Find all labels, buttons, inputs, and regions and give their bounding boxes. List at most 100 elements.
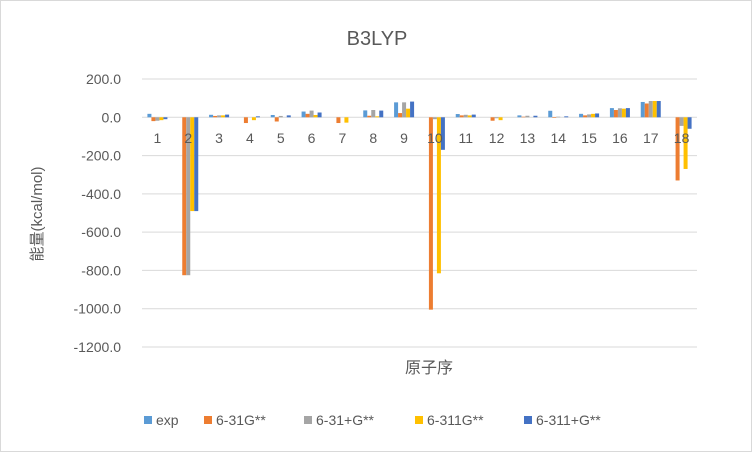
x-tick-label: 7	[339, 130, 347, 146]
bar	[186, 117, 191, 276]
bar	[225, 114, 230, 118]
bar	[406, 108, 411, 118]
bar	[317, 112, 322, 118]
bar	[251, 117, 256, 121]
bar	[194, 117, 199, 212]
bar	[344, 117, 349, 123]
legend-label: 6-311+G**	[536, 412, 601, 428]
y-tick-label: -1000.0	[74, 301, 122, 317]
bar	[679, 117, 684, 126]
legend-swatch	[204, 416, 212, 424]
bar	[243, 117, 248, 124]
bar	[455, 114, 460, 118]
bar	[517, 115, 522, 118]
x-tick-label: 5	[277, 130, 285, 146]
bar	[305, 113, 310, 118]
bar	[367, 115, 372, 118]
x-tick-labels: 1 2 3 4 5 6 7 8 9 10 11 12 13 14 15 16 17 18	[154, 130, 690, 146]
gridlines	[142, 78, 697, 348]
x-tick-label: 18	[674, 130, 690, 146]
bar	[591, 113, 596, 118]
bar	[274, 117, 279, 122]
bar	[432, 117, 437, 120]
y-tick-label: -600.0	[81, 224, 121, 240]
bar	[613, 110, 618, 118]
bar	[301, 111, 306, 118]
bar	[221, 115, 226, 118]
bar	[675, 117, 680, 181]
bar	[270, 114, 275, 118]
x-tick-label: 16	[612, 130, 628, 146]
x-tick-label: 4	[246, 130, 254, 146]
y-axis-title: 能量(kcal/mol)	[29, 166, 46, 261]
x-tick-label: 1	[154, 130, 162, 146]
bar	[609, 108, 614, 118]
bar	[644, 103, 649, 118]
bar	[552, 117, 557, 118]
bar	[595, 113, 600, 118]
bar	[402, 102, 407, 118]
legend-swatch	[304, 416, 312, 424]
bar	[410, 101, 415, 118]
x-tick-label: 12	[489, 130, 505, 146]
legend-label: 6-31G**	[216, 412, 266, 428]
x-tick-label: 15	[581, 130, 597, 146]
bar	[398, 113, 403, 118]
bar	[648, 101, 653, 118]
bar	[463, 114, 468, 118]
bar	[471, 114, 476, 118]
x-tick-label: 9	[400, 130, 408, 146]
bar	[533, 115, 538, 118]
legend: exp 6-31G** 6-31+G** 6-311G** 6-311+G**	[144, 412, 601, 428]
x-tick-label: 8	[369, 130, 377, 146]
bar	[494, 117, 499, 119]
legend-swatch	[524, 416, 532, 424]
bar	[375, 116, 380, 118]
bar	[147, 113, 152, 118]
bar	[209, 114, 214, 118]
x-tick-label: 13	[520, 130, 536, 146]
legend-label: 6-311G**	[427, 412, 484, 428]
legend-swatch	[415, 416, 423, 424]
bar	[687, 117, 692, 129]
bar	[640, 101, 645, 118]
bar	[371, 110, 376, 118]
bar	[217, 115, 222, 118]
bar	[182, 117, 187, 276]
bar	[656, 101, 661, 118]
bar	[621, 108, 626, 118]
y-tick-label: -400.0	[81, 186, 121, 202]
x-tick-label: 3	[215, 130, 223, 146]
x-axis-title: 原子序	[405, 359, 453, 377]
bar	[556, 116, 561, 118]
bar	[583, 115, 588, 118]
bar	[521, 116, 526, 118]
x-tick-label: 17	[643, 130, 659, 146]
bar	[255, 116, 260, 118]
y-tick-labels: 200.0 0.0 -200.0 -400.0 -600.0 -800.0 -1000.0 -…	[74, 71, 122, 355]
bar	[159, 117, 164, 121]
chart-title: B3LYP	[347, 28, 408, 50]
bar	[579, 113, 584, 118]
legend-label: 6-31+G**	[316, 412, 375, 428]
bar	[286, 115, 291, 118]
bar	[336, 117, 341, 124]
x-tick-label: 11	[458, 130, 473, 146]
bar	[363, 110, 368, 118]
legend-label: exp	[156, 412, 179, 428]
bar	[309, 110, 314, 118]
bar	[213, 115, 218, 118]
bar	[459, 115, 464, 118]
x-tick-label: 6	[308, 130, 316, 146]
y-tick-label: -1200.0	[74, 339, 122, 355]
bar	[490, 117, 495, 121]
bar	[467, 115, 472, 118]
bar	[498, 117, 503, 121]
bar	[525, 115, 530, 118]
legend-swatch	[144, 416, 152, 424]
bar	[564, 116, 569, 118]
bar	[163, 117, 168, 120]
bar	[625, 108, 630, 118]
y-tick-label: -800.0	[81, 262, 121, 278]
